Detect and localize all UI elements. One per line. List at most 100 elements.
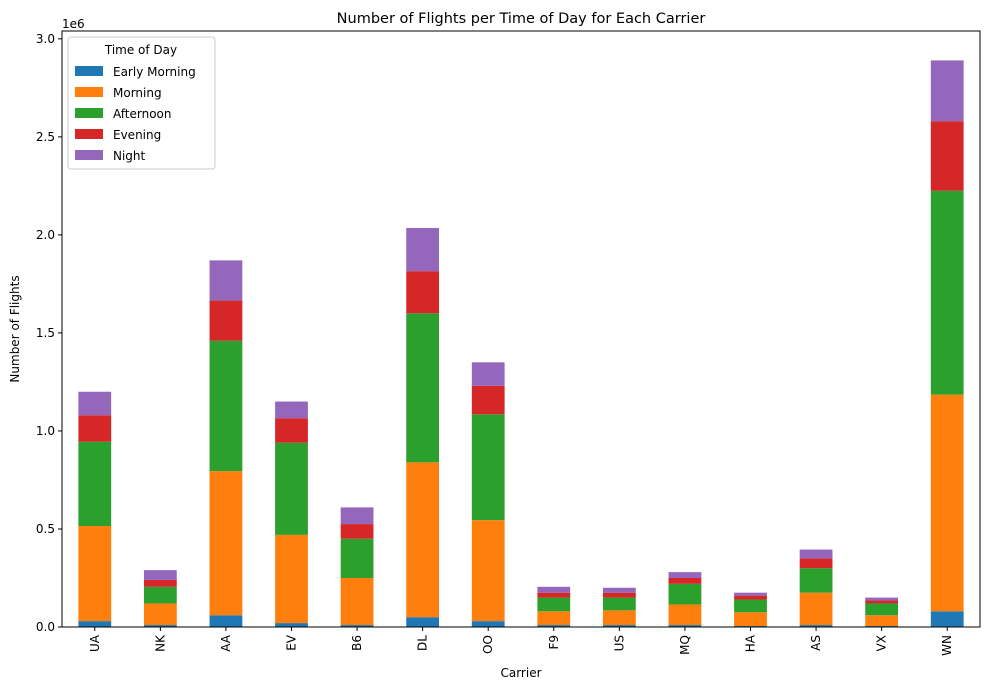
bar-dl-afternoon	[406, 313, 440, 463]
bar-ua-afternoon	[78, 441, 112, 527]
bar-nk-evening	[143, 579, 177, 587]
x-tick-label-vx: VX	[875, 635, 889, 651]
bar-aa-morning	[209, 471, 243, 616]
bar-vx-morning	[865, 615, 899, 627]
bar-us-afternoon	[602, 597, 636, 611]
bar-b6-night	[340, 507, 374, 525]
bar-aa-evening	[209, 300, 243, 341]
bar-us-night	[602, 587, 636, 593]
bar-mq-night	[668, 572, 702, 578]
bar-aa-afternoon	[209, 340, 243, 472]
bar-f9-early-morning	[537, 625, 571, 627]
bar-ha-morning	[734, 612, 767, 627]
bar-mq-afternoon	[668, 583, 702, 605]
x-tick-label-as: AS	[809, 635, 823, 651]
x-axis-label: Carrier	[500, 666, 541, 680]
bar-dl-night	[406, 228, 440, 272]
x-tick-label-nk: NK	[153, 634, 167, 652]
bar-ev-night	[275, 401, 308, 419]
legend-swatch-early-morning	[75, 66, 103, 76]
legend-label-night: Night	[113, 149, 146, 163]
x-tick-label-wn: WN	[940, 635, 954, 656]
y-tick-label: 2.5	[36, 130, 55, 144]
bar-b6-afternoon	[340, 538, 374, 578]
bars-layer	[78, 60, 964, 627]
x-tick-label-us: US	[612, 635, 626, 651]
bar-ha-evening	[734, 595, 767, 600]
bar-vx-afternoon	[865, 603, 899, 616]
x-tick-label-dl: DL	[416, 635, 430, 651]
bar-dl-evening	[406, 271, 440, 314]
bar-oo-night	[471, 362, 505, 386]
bar-dl-early-morning	[406, 617, 440, 627]
bar-ev-morning	[275, 534, 308, 624]
legend-swatch-night	[75, 150, 103, 160]
bar-as-afternoon	[799, 568, 833, 593]
bar-oo-morning	[471, 520, 505, 622]
bar-wn-early-morning	[930, 611, 964, 627]
bar-mq-morning	[668, 604, 702, 626]
x-tick-label-b6: B6	[350, 635, 364, 651]
bar-nk-morning	[143, 603, 177, 626]
bar-nk-early-morning	[143, 625, 177, 627]
x-tick-label-oo: OO	[481, 635, 495, 654]
y-tick-label: 1.0	[36, 424, 55, 438]
y-tick-label: 0.5	[36, 522, 55, 536]
bar-f9-morning	[537, 611, 571, 626]
bar-mq-evening	[668, 577, 702, 584]
y-axis: 0.0 0.5 1.0 1.5 2.0 2.5 3.0	[36, 32, 62, 634]
bar-ev-evening	[275, 418, 308, 443]
legend: Time of Day Early Morning Morning Afternoo…	[67, 36, 216, 170]
bar-us-early-morning	[602, 625, 636, 627]
x-tick-label-mq: MQ	[678, 635, 692, 655]
y-tick-label: 2.0	[36, 228, 55, 242]
bar-us-morning	[602, 610, 636, 626]
bar-f9-afternoon	[537, 597, 571, 612]
bar-us-evening	[602, 592, 636, 598]
x-tick-label-f9: F9	[547, 635, 561, 650]
y-tick-label: 1.5	[36, 326, 55, 340]
bar-wn-morning	[930, 394, 964, 612]
bar-nk-night	[143, 570, 177, 580]
x-tick-label-ev: EV	[285, 634, 299, 651]
bar-dl-morning	[406, 462, 440, 618]
bar-as-evening	[799, 558, 833, 569]
bar-b6-evening	[340, 524, 374, 539]
bar-aa-night	[209, 260, 243, 301]
bar-wn-night	[930, 60, 964, 122]
bar-ua-evening	[78, 415, 112, 442]
bar-ua-early-morning	[78, 621, 112, 627]
bar-oo-early-morning	[471, 621, 505, 627]
bar-wn-evening	[930, 121, 964, 191]
bar-nk-afternoon	[143, 586, 177, 604]
y-axis-label: Number of Flights	[8, 275, 22, 382]
x-tick-label-ha: HA	[744, 634, 758, 652]
legend-swatch-evening	[75, 129, 103, 139]
x-tick-label-ua: UA	[88, 634, 102, 652]
legend-entries: Early Morning Morning Afternoon Evening Nigh…	[75, 65, 196, 163]
legend-box	[67, 36, 216, 170]
bar-ev-afternoon	[275, 442, 308, 535]
bar-wn-afternoon	[930, 190, 964, 395]
bar-ua-morning	[78, 526, 112, 622]
legend-label-early-morning: Early Morning	[113, 65, 196, 79]
bar-ua-night	[78, 391, 112, 416]
y-tick-label: 3.0	[36, 32, 55, 46]
plot-frame	[61, 30, 981, 628]
bar-aa-early-morning	[209, 615, 243, 627]
bar-as-night	[799, 549, 833, 559]
y-tick-label: 0.0	[36, 620, 55, 634]
bar-b6-morning	[340, 577, 374, 626]
x-axis: UA NK AA EV B6 DL OO F9 US MQ HA AS VX WN	[88, 627, 954, 656]
legend-swatch-afternoon	[75, 108, 103, 118]
legend-title: Time of Day	[104, 43, 177, 57]
bar-vx-evening	[865, 600, 899, 604]
legend-swatch-morning	[75, 87, 103, 97]
bar-vx-night	[865, 597, 899, 601]
legend-label-morning: Morning	[113, 86, 162, 100]
bar-oo-evening	[471, 385, 505, 415]
bar-mq-early-morning	[668, 625, 702, 627]
chart-title: Number of Flights per Time of Day for Ea…	[337, 11, 706, 27]
bar-f9-evening	[537, 592, 571, 598]
y-axis-offset-label: 1e6	[62, 17, 85, 31]
